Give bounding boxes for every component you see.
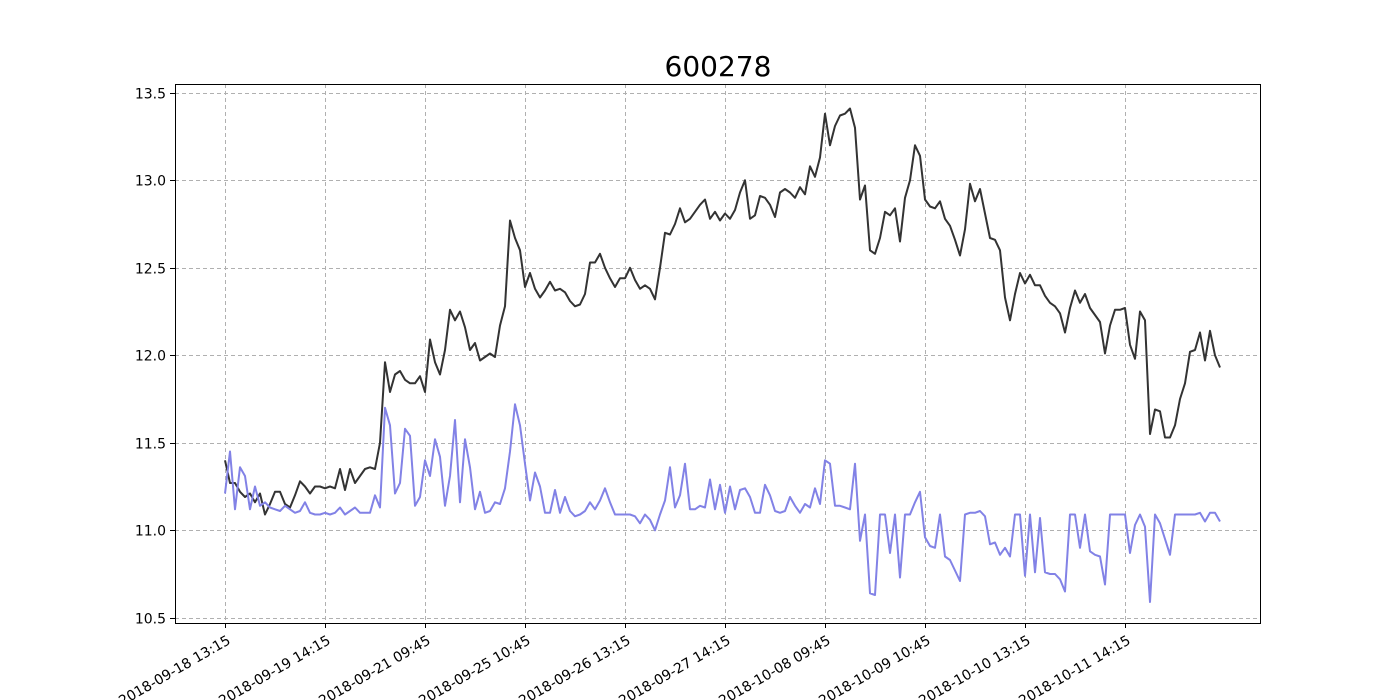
y-tick-label: 10.5 (135, 612, 166, 628)
y-tick-label: 13.5 (135, 87, 166, 103)
y-tick-label: 12.0 (135, 349, 166, 365)
y-tick-label: 12.5 (135, 262, 166, 278)
chart-title: 600278 (665, 50, 772, 83)
y-tick-label: 11.0 (135, 524, 166, 540)
y-tick-label: 13.0 (135, 174, 166, 190)
axes-frame (175, 84, 1261, 624)
y-tick-label: 11.5 (135, 437, 166, 453)
y-axis: 10.5 11.0 11.5 12.0 12.5 13.0 13.5 (135, 87, 175, 628)
series-line-2 (224, 403, 1221, 603)
grid-lines (175, 84, 1260, 623)
series-line-1 (224, 107, 1221, 516)
plot-series (224, 107, 1221, 603)
